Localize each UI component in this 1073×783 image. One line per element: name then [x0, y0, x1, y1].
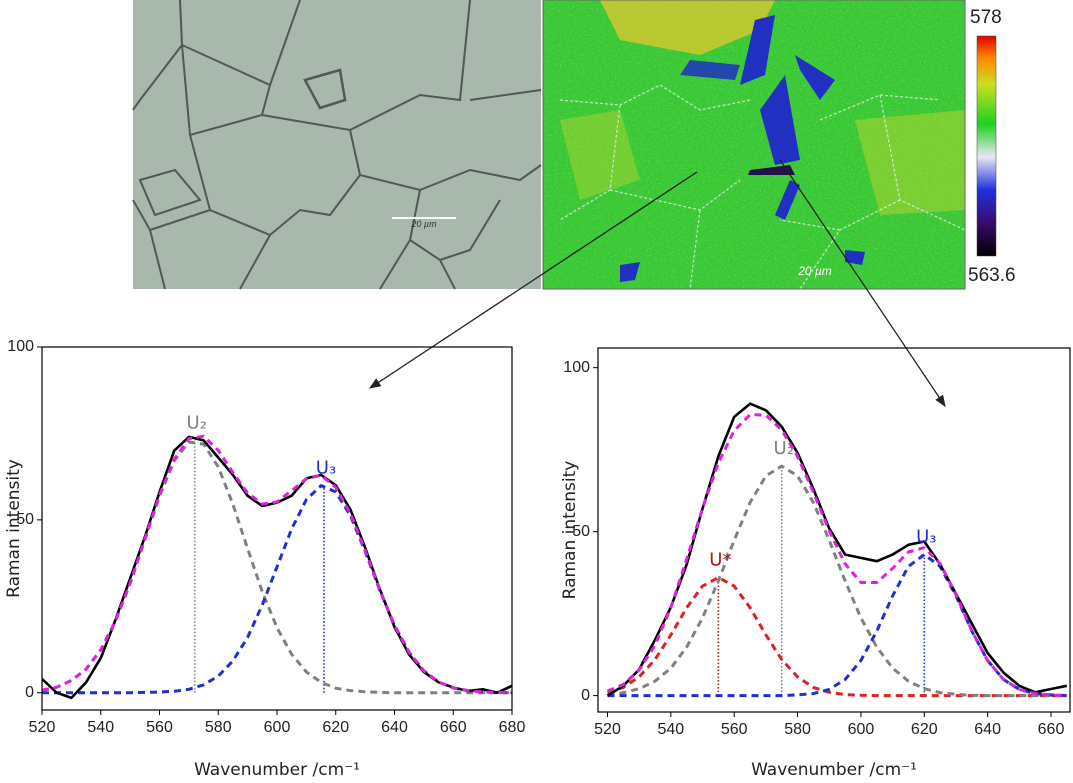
x-tick-label: 580 [784, 721, 811, 738]
x-tick-label: 520 [594, 721, 621, 738]
y-axis-label: Raman intensity [560, 461, 580, 600]
peak-label: U* [709, 550, 731, 571]
colorbar-max: 578 [970, 7, 1002, 28]
x-tick-label: 620 [911, 721, 938, 738]
y-tick-label: 100 [563, 359, 590, 376]
scale-bar-label: 20 µm [410, 219, 437, 229]
y-axis-label: Raman intensity [4, 459, 24, 598]
x-tick-label: 540 [658, 721, 685, 738]
x-tick-label: 600 [848, 721, 875, 738]
series-line [607, 464, 1067, 698]
arrow [369, 171, 698, 389]
series-line [42, 484, 512, 695]
chart: U* U₂ U₃ 520 540 560 580 600 620 640 660 0 50 100 Wave… [560, 347, 1071, 780]
series-line [42, 434, 512, 695]
plot-frame [597, 347, 1071, 713]
peak-label: U₂ [187, 412, 207, 433]
y-tick-label: 50 [16, 511, 34, 528]
y-tick-label: 0 [25, 684, 34, 701]
colorbar: 578 563.6 [968, 7, 1016, 286]
y-tick-label: 100 [7, 338, 34, 355]
x-tick-label: 560 [721, 721, 748, 738]
x-tick-label: 660 [1038, 721, 1065, 738]
x-tick-label: 560 [146, 719, 173, 736]
x-tick-label: 640 [974, 721, 1001, 738]
x-tick-label: 620 [322, 719, 349, 736]
series-line [606, 413, 1067, 698]
peak-label: U₃ [916, 527, 936, 548]
optical-micrograph: 20 µm [132, 0, 542, 290]
x-tick-label: 600 [264, 719, 291, 736]
chart: U₂ U₃ 520 540 560 580 600 620 640 660 680 0 50 100 Wav… [4, 338, 525, 780]
arrow [779, 159, 946, 407]
x-axis-label: Wavenumber /cm⁻¹ [751, 760, 917, 780]
x-tick-label: 640 [381, 719, 408, 736]
x-tick-label: 660 [440, 719, 467, 736]
x-tick-label: 580 [205, 719, 232, 736]
colorbar-min: 563.6 [968, 265, 1016, 286]
peak-label: U₃ [316, 457, 336, 478]
series-line [607, 553, 1067, 698]
raman-map: 20 µm [542, 0, 966, 290]
x-tick-label: 540 [87, 719, 114, 736]
x-axis-label: Wavenumber /cm⁻¹ [194, 760, 360, 780]
y-tick-label: 50 [572, 523, 590, 540]
plot-frame [41, 346, 513, 711]
series-line [606, 402, 1068, 697]
series-line [607, 576, 1067, 698]
x-tick-label: 680 [499, 719, 526, 736]
scale-bar-label: 20 µm [797, 264, 832, 278]
peak-label: U₂ [774, 438, 794, 459]
y-tick-label: 0 [581, 687, 590, 704]
x-tick-label: 520 [29, 719, 56, 736]
series-line [42, 440, 512, 695]
